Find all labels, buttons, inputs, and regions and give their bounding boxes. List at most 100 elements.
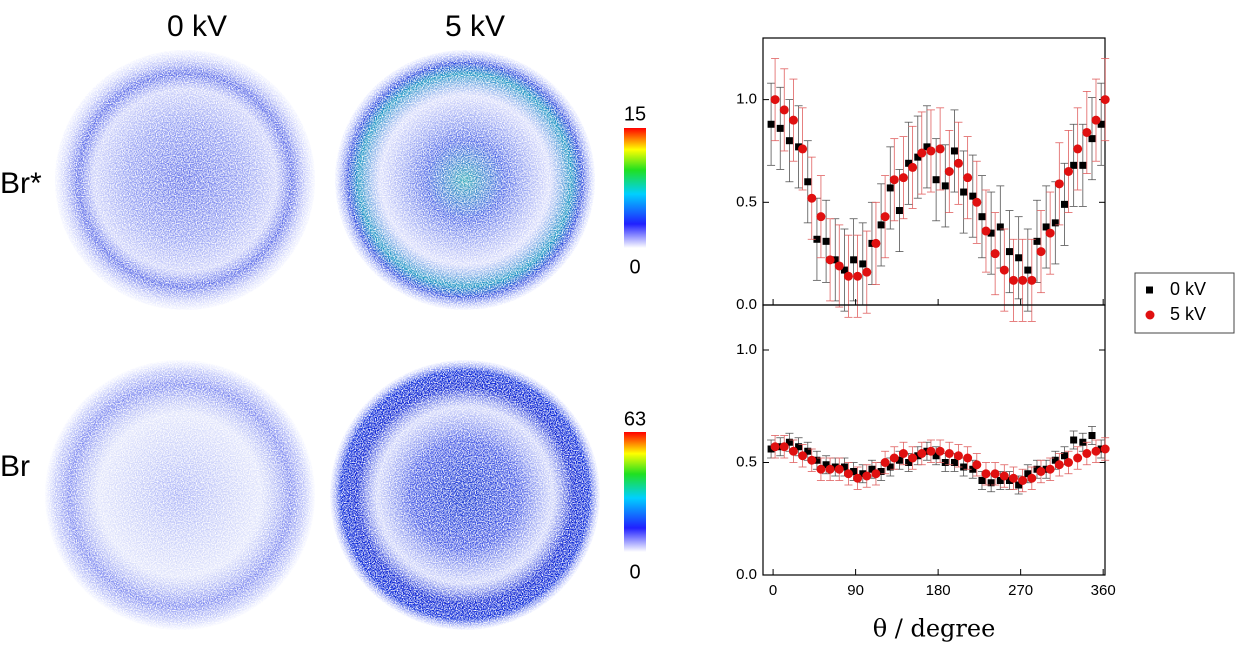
point (1042, 223, 1050, 231)
point (969, 465, 977, 473)
point (804, 447, 812, 455)
point (853, 271, 863, 281)
point (1015, 481, 1023, 489)
image-br-5kv (330, 360, 600, 630)
point (963, 173, 973, 183)
point (895, 207, 903, 215)
point (895, 456, 903, 464)
point (981, 469, 991, 479)
point (1060, 200, 1068, 208)
point (813, 235, 821, 243)
x-tick-label: 90 (847, 582, 864, 599)
x-axis-label: θ / degree (873, 615, 996, 643)
point (996, 223, 1004, 231)
point (880, 212, 890, 222)
x-tick-label: 0 (769, 582, 777, 599)
point (807, 193, 817, 203)
point (840, 463, 848, 471)
point (1005, 477, 1013, 484)
point (1054, 460, 1064, 470)
point (1024, 470, 1032, 478)
point (950, 459, 958, 466)
point (843, 469, 853, 479)
point (822, 461, 830, 469)
point (1060, 452, 1068, 460)
column-label: 5 kV (445, 10, 505, 43)
point (990, 469, 1000, 479)
point (898, 173, 908, 183)
point (950, 147, 958, 155)
point (1079, 161, 1087, 169)
y-tick-label: 0.0 (736, 566, 757, 583)
point (1008, 275, 1018, 285)
point (917, 449, 927, 458)
point (1018, 275, 1028, 285)
point (1070, 436, 1078, 444)
point (908, 162, 918, 172)
point (1073, 144, 1083, 154)
point (996, 477, 1004, 484)
point (1024, 266, 1032, 274)
row-label: Br (0, 450, 30, 483)
point (889, 453, 899, 463)
point (776, 124, 784, 132)
point (886, 463, 894, 471)
point (1018, 476, 1028, 485)
legend-box (1134, 272, 1235, 334)
point (859, 470, 867, 478)
point (871, 238, 881, 248)
row-label: Br* (0, 167, 42, 200)
point (1027, 275, 1037, 285)
point (886, 184, 894, 192)
point (969, 192, 977, 200)
point (880, 458, 890, 467)
point (898, 449, 908, 458)
point (1036, 467, 1046, 476)
point (779, 105, 789, 115)
point (813, 456, 821, 464)
point (1027, 473, 1037, 483)
point (987, 479, 995, 487)
y-tick-label: 0.0 (736, 296, 757, 313)
point (990, 249, 1000, 259)
point (1036, 247, 1046, 257)
point (981, 226, 991, 236)
point (999, 471, 1009, 481)
point (944, 167, 954, 176)
colorbar (624, 128, 646, 248)
point (843, 271, 853, 281)
point (871, 469, 881, 479)
point (1051, 219, 1059, 227)
plot: 0.0 0.5 1.0 0 kV 5 kV 0.0 0.5 1.0 0 90 180 270 360 θ … (736, 37, 1235, 643)
point (1008, 473, 1018, 483)
x-tick-label: 270 (1008, 582, 1033, 599)
y-tick-label: 1.0 (736, 91, 757, 108)
point (1082, 449, 1092, 458)
image-br-0kv (45, 360, 315, 630)
point (944, 449, 954, 458)
point (767, 445, 775, 453)
point (807, 455, 817, 465)
point (862, 267, 872, 277)
point (926, 146, 936, 156)
point (1091, 446, 1101, 456)
point (889, 175, 899, 185)
point (834, 261, 844, 271)
point (877, 468, 885, 475)
colorbar-max: 63 (624, 408, 646, 430)
point (840, 266, 848, 274)
point (926, 446, 936, 456)
point (1033, 237, 1041, 245)
point (804, 178, 812, 186)
point (1070, 161, 1078, 169)
point (877, 221, 885, 229)
point (834, 464, 844, 474)
point (1054, 179, 1064, 189)
point (1088, 135, 1096, 143)
point (987, 229, 995, 237)
point (816, 464, 826, 474)
point (941, 182, 949, 190)
point (932, 452, 940, 460)
point (831, 463, 839, 471)
legend-label: 5 kV (1170, 304, 1206, 324)
